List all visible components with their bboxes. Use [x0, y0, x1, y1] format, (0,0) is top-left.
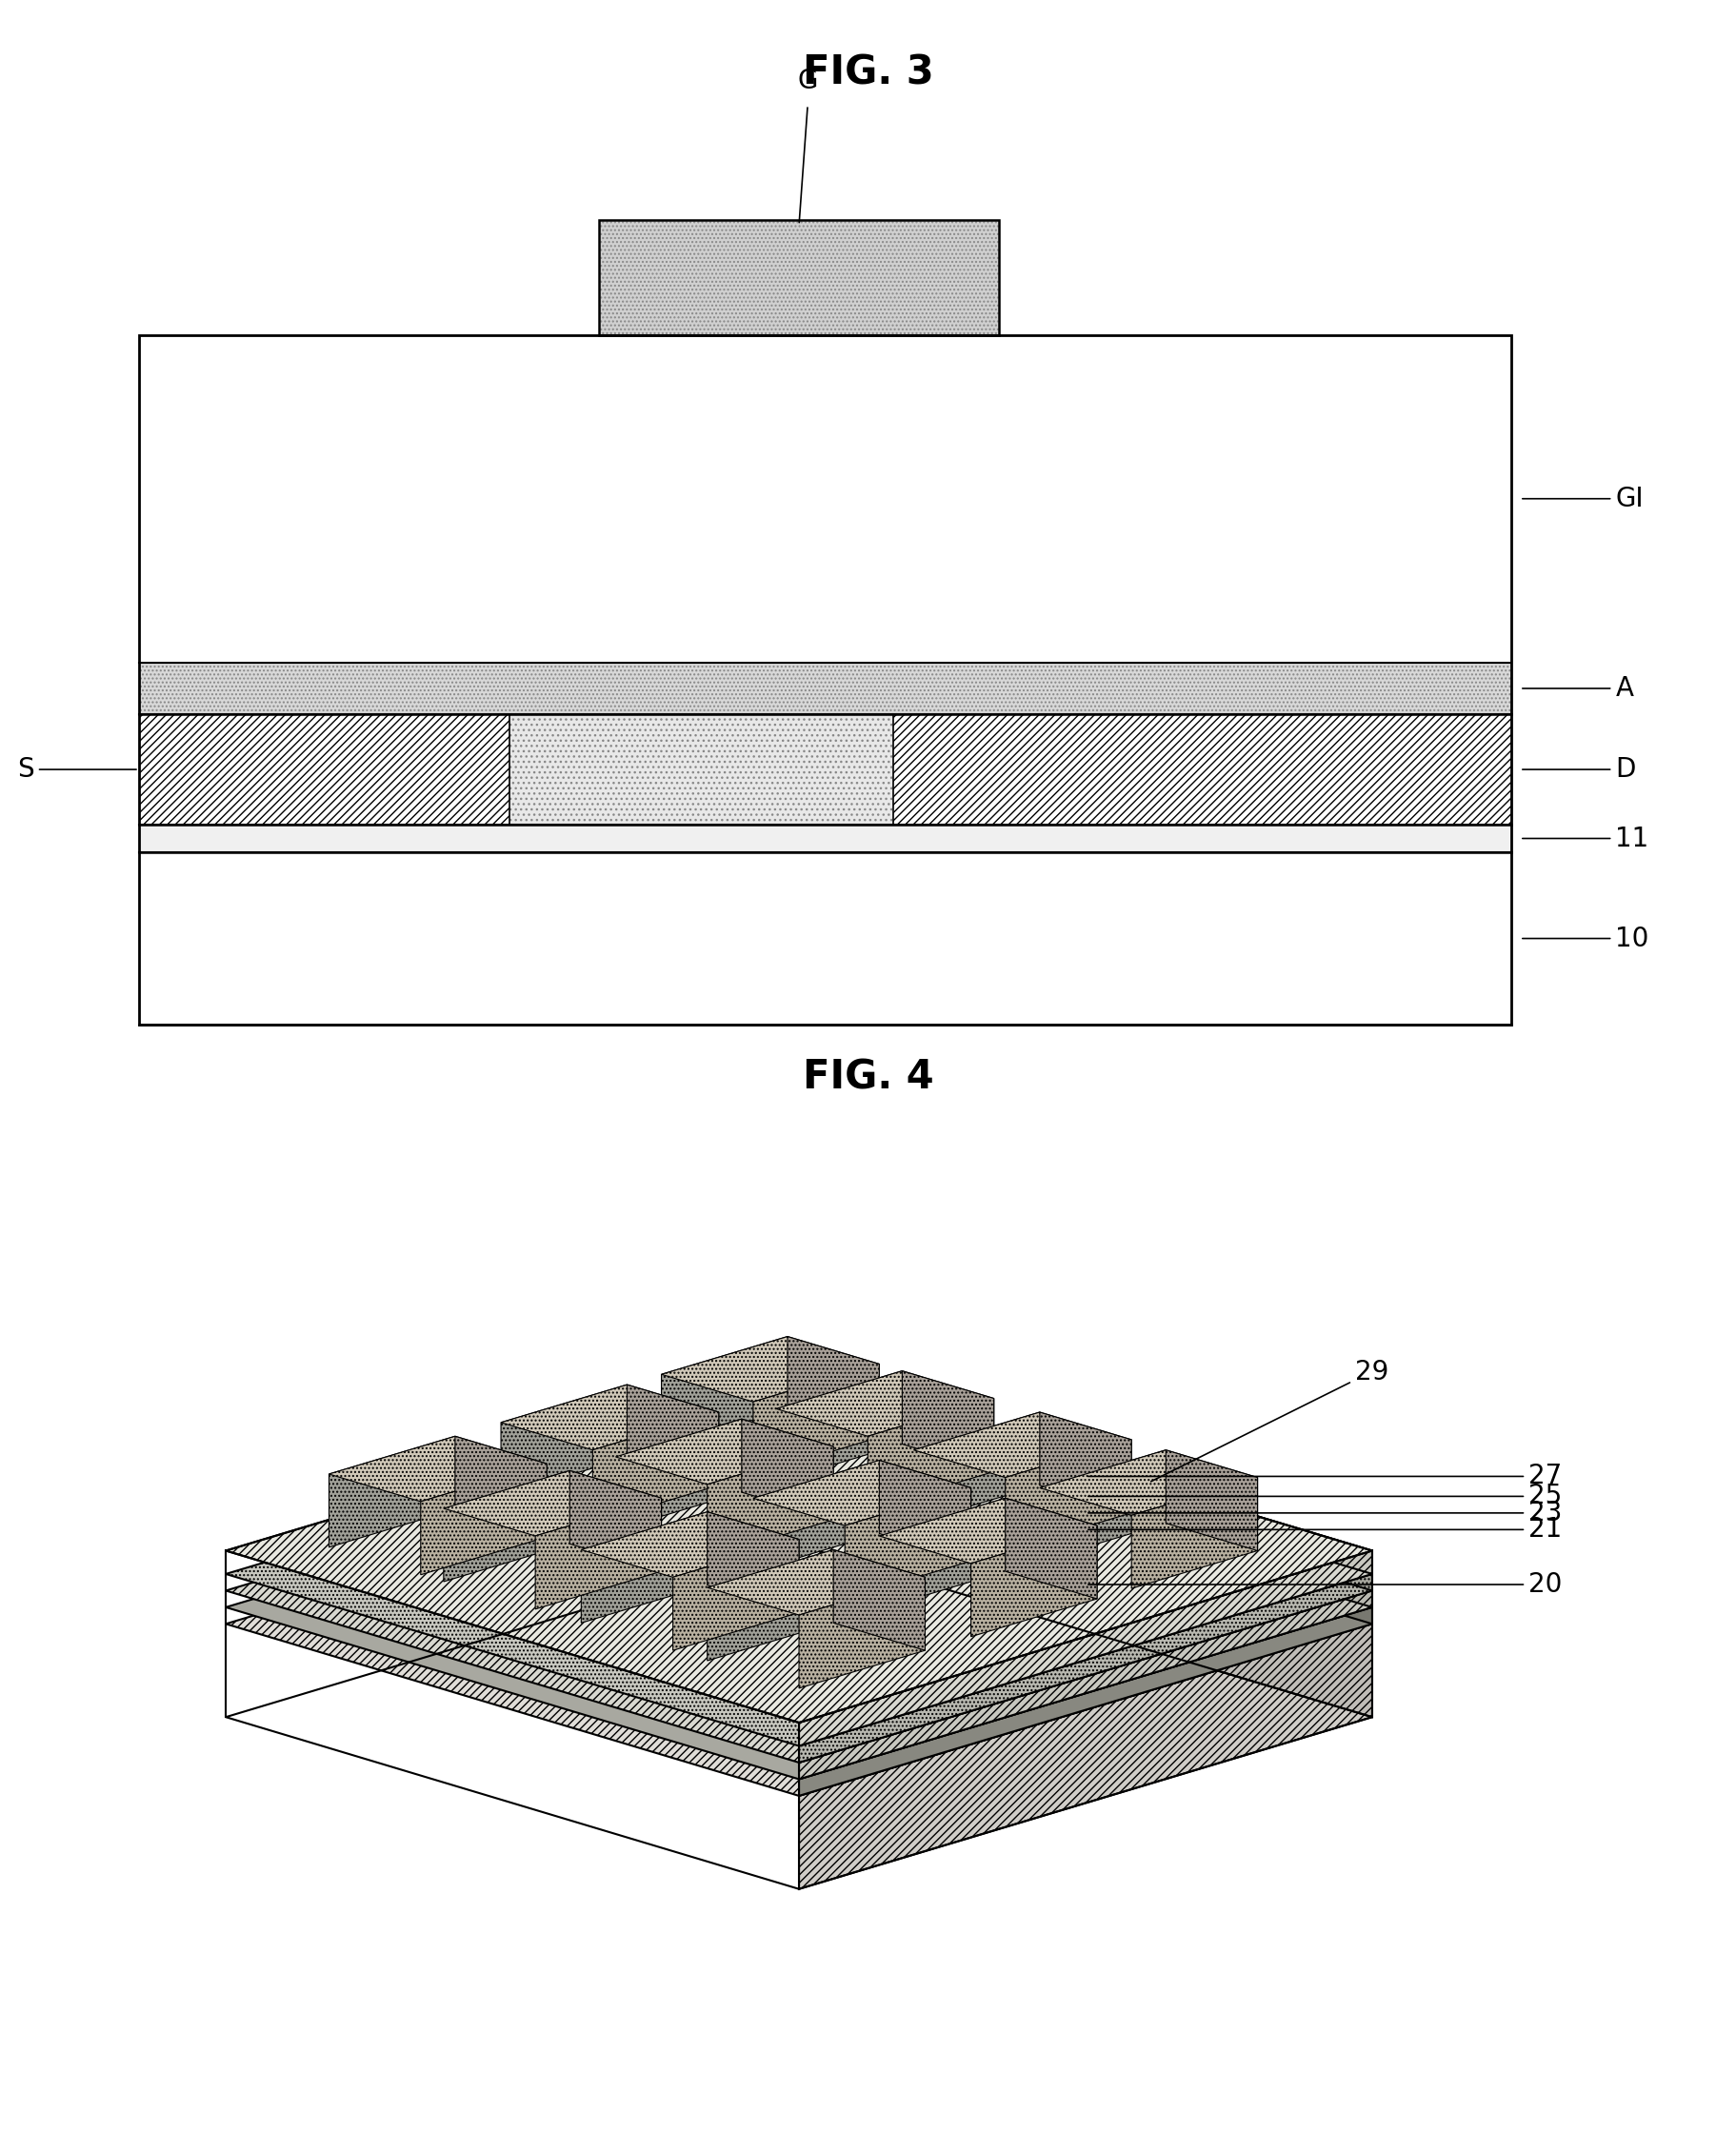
Polygon shape	[226, 1378, 1371, 1723]
Polygon shape	[627, 1384, 719, 1485]
Polygon shape	[878, 1461, 970, 1561]
Polygon shape	[615, 1418, 833, 1485]
Polygon shape	[535, 1497, 661, 1608]
Polygon shape	[799, 1418, 1371, 1608]
Bar	[894, 715, 1510, 825]
Polygon shape	[707, 1551, 925, 1615]
Bar	[139, 663, 1510, 715]
Text: FIG. 4: FIG. 4	[802, 1058, 934, 1096]
Polygon shape	[569, 1470, 661, 1572]
Polygon shape	[913, 1412, 1040, 1523]
Bar	[599, 220, 998, 335]
Polygon shape	[1040, 1412, 1130, 1512]
Polygon shape	[844, 1489, 970, 1600]
Text: GI: GI	[1522, 486, 1642, 512]
Polygon shape	[1040, 1450, 1257, 1514]
Bar	[509, 715, 894, 825]
Polygon shape	[1005, 1497, 1097, 1600]
Polygon shape	[753, 1363, 878, 1476]
Polygon shape	[328, 1436, 455, 1546]
Polygon shape	[582, 1512, 799, 1576]
Text: S: S	[17, 755, 135, 783]
Text: 29: 29	[1151, 1359, 1387, 1482]
Polygon shape	[833, 1551, 925, 1651]
Bar	[139, 335, 1510, 1024]
Polygon shape	[707, 1551, 833, 1662]
Polygon shape	[328, 1436, 547, 1502]
Polygon shape	[707, 1446, 833, 1557]
Polygon shape	[1130, 1478, 1257, 1589]
Polygon shape	[1005, 1440, 1130, 1551]
Polygon shape	[901, 1372, 993, 1472]
Polygon shape	[1040, 1450, 1165, 1561]
Polygon shape	[741, 1418, 833, 1519]
Text: G: G	[797, 68, 818, 94]
Polygon shape	[799, 1591, 1371, 1779]
Polygon shape	[799, 1436, 1371, 1623]
Polygon shape	[753, 1461, 878, 1572]
Bar	[139, 663, 1510, 715]
Text: 21: 21	[1088, 1517, 1561, 1542]
Polygon shape	[592, 1412, 719, 1523]
Polygon shape	[661, 1337, 786, 1448]
Polygon shape	[776, 1372, 901, 1482]
Bar	[139, 825, 1510, 853]
Polygon shape	[615, 1418, 741, 1529]
Polygon shape	[582, 1512, 707, 1623]
Polygon shape	[1165, 1450, 1257, 1551]
Bar	[139, 715, 509, 825]
Bar	[599, 220, 998, 335]
Polygon shape	[672, 1540, 799, 1651]
Polygon shape	[799, 1401, 1371, 1591]
Bar	[599, 220, 998, 335]
Text: FIG. 3: FIG. 3	[802, 53, 934, 92]
Bar	[139, 853, 1510, 1024]
Polygon shape	[799, 1453, 1371, 1717]
Polygon shape	[443, 1470, 661, 1536]
Polygon shape	[661, 1337, 878, 1401]
Text: 25: 25	[1088, 1482, 1561, 1510]
Polygon shape	[786, 1337, 878, 1438]
Text: A: A	[1522, 674, 1632, 702]
Polygon shape	[868, 1399, 993, 1510]
Bar	[139, 335, 1510, 663]
Polygon shape	[799, 1623, 1371, 1890]
Polygon shape	[878, 1497, 1005, 1608]
Polygon shape	[799, 1378, 1371, 1574]
Polygon shape	[913, 1412, 1130, 1478]
Text: 20: 20	[1088, 1572, 1561, 1598]
Polygon shape	[500, 1384, 627, 1495]
Text: 10: 10	[1522, 926, 1647, 951]
Polygon shape	[799, 1551, 1371, 1747]
Polygon shape	[455, 1436, 547, 1538]
Polygon shape	[226, 1436, 1371, 1779]
Polygon shape	[443, 1470, 569, 1583]
Polygon shape	[776, 1372, 993, 1436]
Polygon shape	[226, 1401, 1371, 1747]
Polygon shape	[970, 1525, 1097, 1636]
Polygon shape	[420, 1463, 547, 1574]
Polygon shape	[226, 1418, 1371, 1762]
Polygon shape	[878, 1497, 1097, 1563]
Text: 27: 27	[1088, 1463, 1561, 1489]
Polygon shape	[226, 1453, 1371, 1796]
Text: 11: 11	[1522, 825, 1647, 851]
Polygon shape	[707, 1512, 799, 1613]
Text: D: D	[1522, 755, 1635, 783]
Polygon shape	[799, 1576, 925, 1687]
Polygon shape	[799, 1574, 1371, 1762]
Text: 23: 23	[1088, 1499, 1561, 1527]
Polygon shape	[500, 1384, 719, 1450]
Polygon shape	[799, 1608, 1371, 1796]
Polygon shape	[753, 1461, 970, 1525]
